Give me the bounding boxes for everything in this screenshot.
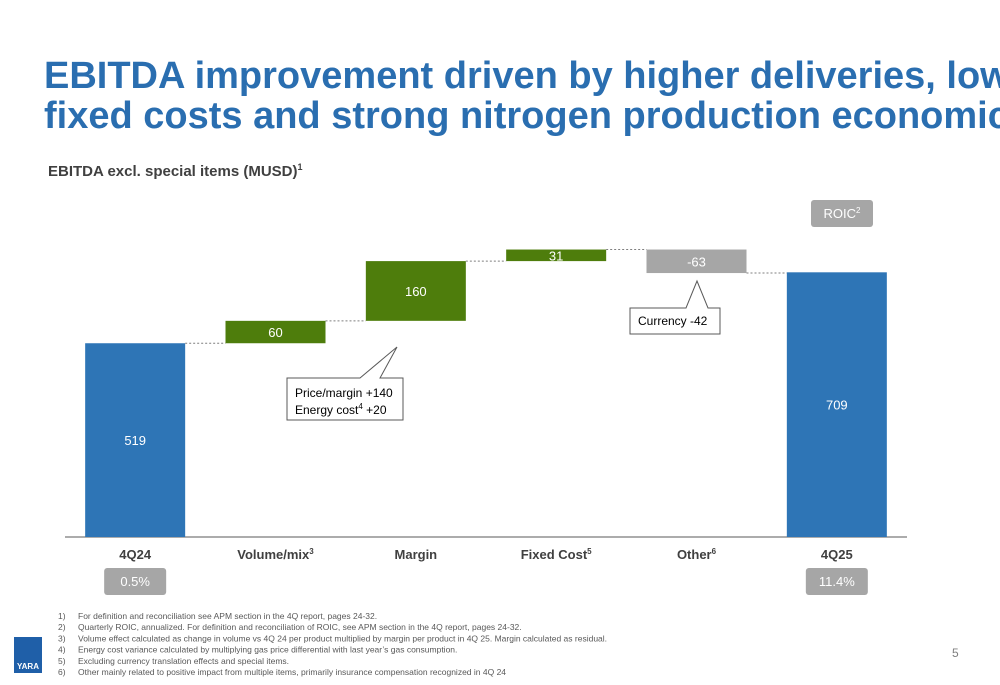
footnote-marker: 2) xyxy=(58,622,66,632)
footnote-marker: 5) xyxy=(58,656,66,666)
subtitle-text: EBITDA excl. special items (MUSD) xyxy=(48,163,298,180)
callout-text: Price/margin +140 xyxy=(295,386,393,400)
callout-sup: 4 xyxy=(358,402,363,411)
category-text: 4Q24 xyxy=(119,547,152,562)
roic-value: 11.4% xyxy=(819,574,855,589)
category-sup: 6 xyxy=(712,547,717,556)
category-sup: 3 xyxy=(309,547,314,556)
callout-box xyxy=(629,279,721,335)
category-text: Volume/mix xyxy=(237,547,310,562)
roic-header: ROIC2 xyxy=(824,206,862,221)
value-label: 709 xyxy=(826,398,848,413)
bar xyxy=(646,249,747,274)
value-label: 160 xyxy=(405,284,427,299)
callout-part: Energy cost xyxy=(295,403,359,417)
footnote-marker: 3) xyxy=(58,633,66,643)
footnote-text: Excluding currency translation effects a… xyxy=(78,656,289,666)
category-text: Fixed Cost xyxy=(521,547,588,562)
page-number: 5 xyxy=(952,646,959,660)
category-text: 4Q25 xyxy=(821,547,853,562)
value-label: 519 xyxy=(124,433,146,448)
subtitle: EBITDA excl. special items (MUSD)1 xyxy=(48,162,303,180)
footnote-text: Volume effect calculated as change in vo… xyxy=(78,633,607,643)
category-sup: 5 xyxy=(587,547,592,556)
footnote-marker: 4) xyxy=(58,645,66,655)
callout-box xyxy=(286,346,404,421)
footnote-text: Quarterly ROIC, annualized. For definiti… xyxy=(78,622,522,632)
roic-sup: 2 xyxy=(856,206,861,215)
roic-value: 0.5% xyxy=(120,574,150,589)
value-label: 31 xyxy=(549,248,563,263)
roic-box xyxy=(805,568,868,595)
value-label: 60 xyxy=(268,325,282,340)
value-label: -63 xyxy=(687,254,706,269)
callout-text: Currency -42 xyxy=(638,314,708,328)
x-tick-label: Fixed Cost5 xyxy=(521,547,592,562)
footnote-text: For definition and reconciliation see AP… xyxy=(78,611,377,621)
bar xyxy=(506,249,607,262)
title-line: EBITDA improvement driven by higher deli… xyxy=(44,55,1000,97)
bar xyxy=(786,272,887,537)
subtitle-sup: 1 xyxy=(298,162,303,172)
x-tick-label: 4Q25 xyxy=(821,547,853,562)
bar xyxy=(225,320,326,344)
x-tick-label: 4Q24 xyxy=(119,547,152,562)
bar xyxy=(85,343,186,537)
x-tick-label: Other6 xyxy=(677,547,717,562)
footnote-text: Energy cost variance calculated by multi… xyxy=(78,645,457,655)
category-text: Margin xyxy=(395,547,438,562)
bar xyxy=(365,261,466,321)
callout-part: +20 xyxy=(363,403,387,417)
footnote-marker: 6) xyxy=(58,667,66,677)
x-tick-label: Margin xyxy=(395,547,438,562)
roic-text: ROIC xyxy=(824,206,857,221)
title-line: fixed costs and strong nitrogen producti… xyxy=(44,95,1000,137)
callout-text: Energy cost4 +20 xyxy=(295,402,387,417)
category-text: Other xyxy=(677,547,712,562)
footnote-marker: 1) xyxy=(58,611,66,621)
logo-text: YARA xyxy=(17,662,39,671)
logo-mark xyxy=(14,637,42,673)
roic-header-box xyxy=(811,200,873,227)
footnote-text: Other mainly related to positive impact … xyxy=(78,667,506,677)
roic-box xyxy=(104,568,167,595)
x-tick-label: Volume/mix3 xyxy=(237,547,314,562)
